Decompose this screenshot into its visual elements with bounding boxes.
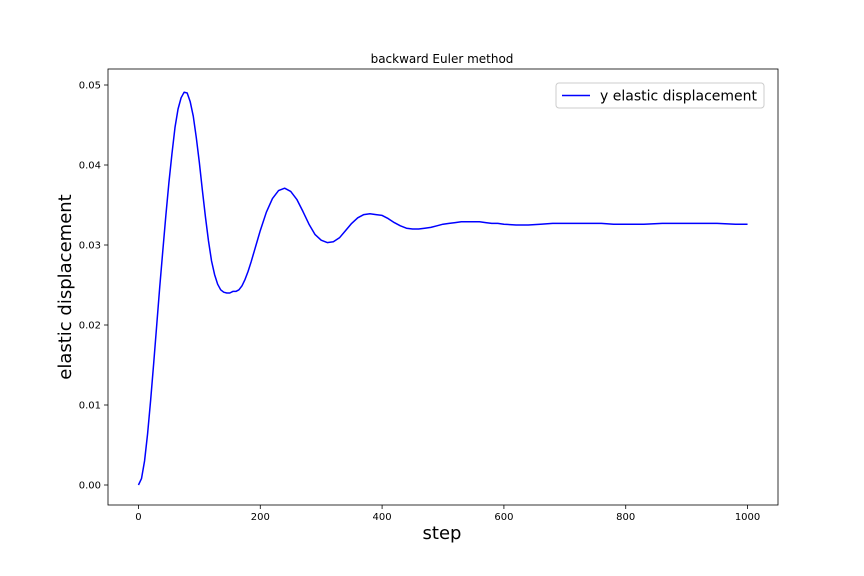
plot-area	[137, 91, 748, 486]
legend-label: y elastic displacement	[600, 89, 757, 105]
x-tick-label: 600	[494, 512, 513, 523]
y-tick-label: 0.02	[79, 321, 101, 332]
legend-box	[555, 82, 765, 109]
x-tick-label: 800	[616, 512, 635, 523]
series-line-0	[137, 91, 748, 486]
x-tick-label: 400	[373, 512, 392, 523]
y-axis-ticks: 0.00 0.01 0.02 0.03 0.04 0.05	[79, 81, 108, 492]
y-tick-label: 0.05	[79, 81, 101, 92]
y-tick-label: 0.03	[79, 241, 101, 252]
y-axis-label: elastic displacement	[55, 194, 76, 379]
axes-frame	[107, 68, 779, 506]
x-tick-label: 200	[251, 512, 270, 523]
x-tick-label: 1000	[735, 512, 760, 523]
y-tick-label: 0.01	[79, 401, 101, 412]
legend: y elastic displacement	[555, 82, 765, 109]
y-tick-label: 0.00	[79, 481, 101, 492]
chart-title: backward Euler method	[371, 52, 514, 66]
x-axis-ticks: 0 200 400 600 800 1000	[135, 505, 760, 523]
x-axis-label: step	[423, 523, 462, 544]
x-tick-label: 0	[135, 512, 141, 523]
y-tick-label: 0.04	[79, 161, 101, 172]
